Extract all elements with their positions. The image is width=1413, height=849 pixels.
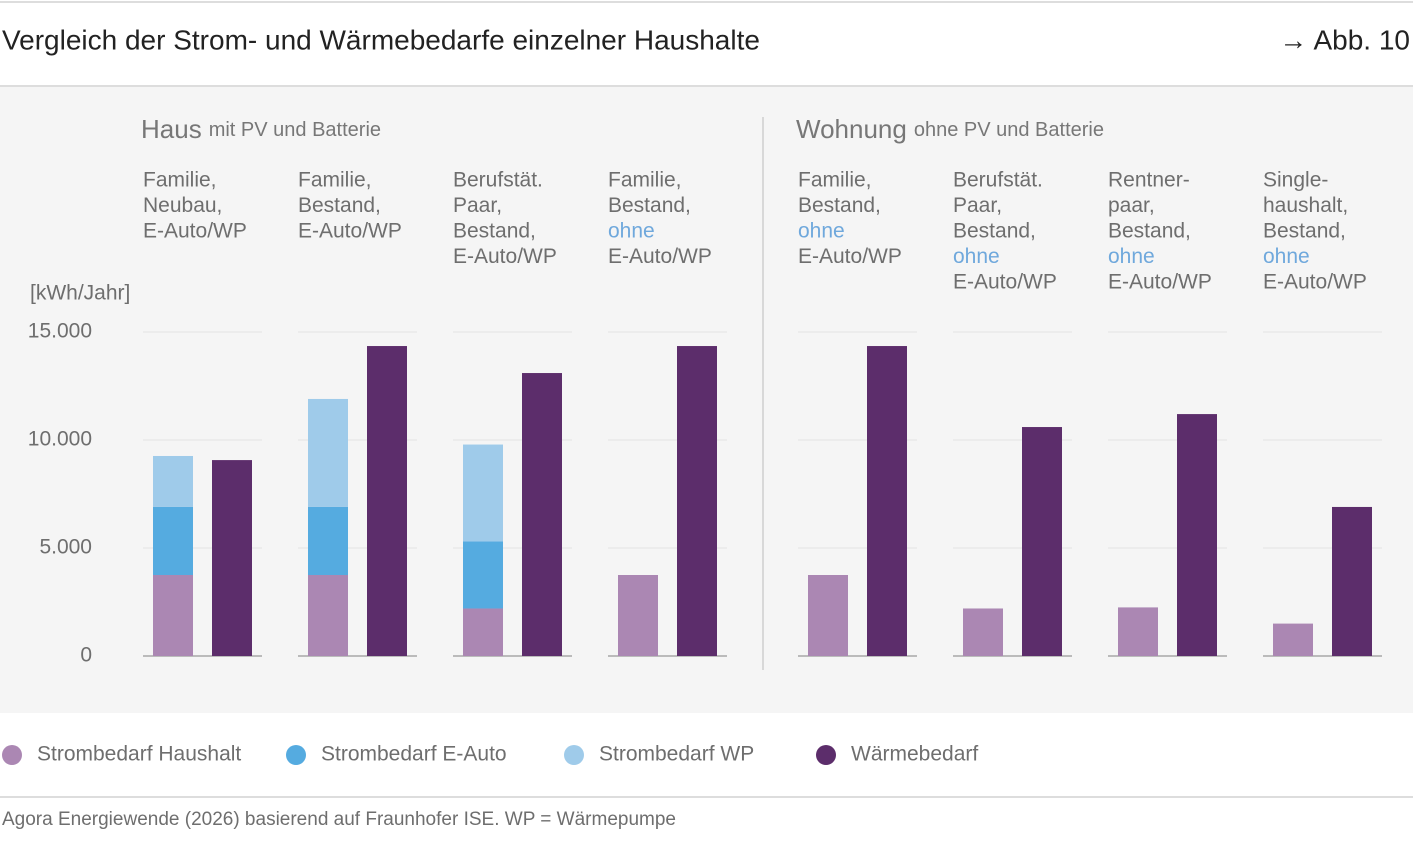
legend-label: Wärmebedarf — [851, 743, 978, 766]
legend-marker — [564, 745, 584, 765]
bar-segment — [1022, 427, 1062, 656]
bar-segment — [522, 373, 562, 656]
category-label: ohne — [1263, 245, 1310, 268]
bar-segment — [463, 608, 503, 656]
category-label: ohne — [1108, 245, 1155, 268]
legend-label: Strombedarf WP — [599, 743, 754, 766]
y-axis-label: [kWh/Jahr] — [30, 282, 130, 305]
category-label: Familie, — [143, 169, 217, 192]
legend-label: Strombedarf Haushalt — [37, 743, 241, 766]
figure-number: → Abb. 10 — [1279, 24, 1410, 55]
legend-label: Strombedarf E-Auto — [321, 743, 507, 766]
category-label: Familie, — [608, 169, 682, 192]
bar-segment — [463, 444, 503, 542]
page-title: Vergleich der Strom- und Wärmebedarfe ei… — [2, 24, 760, 55]
bar-segment — [212, 460, 252, 656]
bar-segment — [1118, 607, 1158, 656]
category-label: ohne — [798, 220, 845, 243]
category-label: haushalt, — [1263, 194, 1348, 217]
legend-marker — [286, 745, 306, 765]
category-label: E-Auto/WP — [1263, 271, 1367, 294]
bar-segment — [367, 346, 407, 656]
category-label: paar, — [1108, 194, 1155, 217]
bar-segment — [1273, 623, 1313, 656]
category-label: E-Auto/WP — [798, 245, 902, 268]
y-tick-label: 10.000 — [28, 428, 92, 451]
category-label: E-Auto/WP — [143, 220, 247, 243]
bar-segment — [867, 346, 907, 656]
y-tick-label: 5.000 — [39, 536, 92, 559]
category-label: Bestand, — [453, 220, 536, 243]
y-tick-label: 0 — [80, 644, 92, 667]
category-label: E-Auto/WP — [608, 245, 712, 268]
category-label: Familie, — [298, 169, 372, 192]
category-label: Paar, — [453, 194, 502, 217]
bar-segment — [677, 346, 717, 656]
group-title: Haus mit PV und Batterie — [141, 114, 381, 144]
bar-segment — [618, 575, 658, 656]
category-label: Bestand, — [1108, 220, 1191, 243]
group-subtitle: mit PV und Batterie — [209, 119, 381, 141]
bar-segment — [963, 608, 1003, 656]
bar-segment — [1332, 506, 1372, 656]
bar-segment — [308, 506, 348, 575]
y-tick-label: 15.000 — [28, 320, 92, 343]
bar-segment — [308, 575, 348, 656]
legend-marker — [2, 745, 22, 765]
bar-segment — [153, 506, 193, 575]
category-label: Berufstät. — [953, 169, 1043, 192]
category-label: Rentner- — [1108, 169, 1190, 192]
category-label: Single- — [1263, 169, 1328, 192]
bar-segment — [153, 575, 193, 656]
category-label: E-Auto/WP — [1108, 271, 1212, 294]
category-label: Familie, — [798, 169, 872, 192]
category-label: Bestand, — [953, 220, 1036, 243]
group-title: Wohnung ohne PV und Batterie — [796, 114, 1104, 144]
category-label: ohne — [953, 245, 1000, 268]
category-label: Bestand, — [1263, 220, 1346, 243]
bar-segment — [308, 398, 348, 507]
source: Agora Energiewende (2026) basierend auf … — [2, 809, 676, 830]
bar-segment — [153, 455, 193, 507]
category-label: Bestand, — [298, 194, 381, 217]
legend-marker — [816, 745, 836, 765]
category-label: Neubau, — [143, 194, 222, 217]
category-label: Paar, — [953, 194, 1002, 217]
category-label: Berufstät. — [453, 169, 543, 192]
category-label: E-Auto/WP — [953, 271, 1057, 294]
category-label: Bestand, — [608, 194, 691, 217]
category-label: E-Auto/WP — [453, 245, 557, 268]
group-subtitle: ohne PV und Batterie — [914, 119, 1104, 141]
category-label: Bestand, — [798, 194, 881, 217]
category-label: E-Auto/WP — [298, 220, 402, 243]
group-title-main: Wohnung — [796, 114, 907, 144]
bar-segment — [808, 575, 848, 656]
group-title-main: Haus — [141, 114, 202, 144]
bar-segment — [1177, 414, 1217, 656]
category-label: ohne — [608, 220, 655, 243]
bar-segment — [463, 541, 503, 609]
